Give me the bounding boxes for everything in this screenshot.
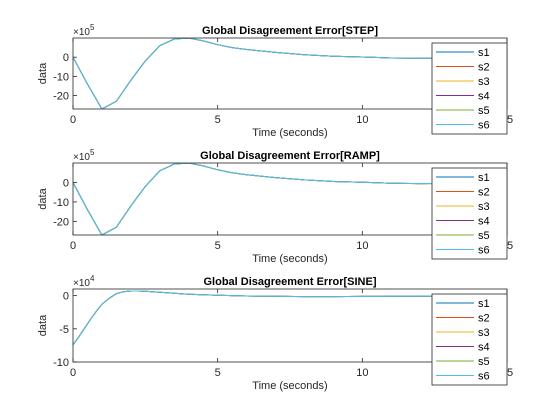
legend-label-s3: s3 [478,201,490,213]
chart-title: Global Disagreement Error[RAMP] [200,150,380,162]
legend-label-s4: s4 [478,91,490,103]
legend-label-s2: s2 [478,62,490,74]
x-tick-label: 0 [70,240,76,252]
y-tick-label: -20 [53,216,69,228]
y-exponent-label: ×105 [73,148,95,163]
y-tick-label: -5 [59,324,69,336]
legend: s1 s2 s3 s4 s5 s6 [431,167,508,260]
series-group [73,38,507,109]
chart-title: Global Disagreement Error[STEP] [202,25,378,37]
legend-box [431,167,508,260]
legend-label-s5: s5 [478,230,490,242]
legend-label-s6: s6 [478,245,490,257]
legend-label-s3: s3 [478,76,490,88]
legend: s1 s2 s3 s4 s5 s6 [431,42,508,135]
y-tick-label: -10 [53,197,69,209]
y-axis-label: data [37,187,49,209]
x-tick-label: 0 [70,367,76,379]
y-axis-label: data [37,62,49,84]
legend-box [431,293,508,386]
y-exponent-label: ×105 [73,23,95,38]
legend-box [431,42,508,135]
legend-label-s1: s1 [478,298,490,310]
series-line-s6 [73,38,507,109]
legend-label-s2: s2 [478,187,490,199]
y-tick-label: 0 [63,177,69,189]
legend-label-s1: s1 [478,172,490,184]
x-tick-label: 5 [215,114,221,126]
series-group [73,163,507,235]
legend-label-s1: s1 [478,47,490,59]
x-tick-label: 5 [215,367,221,379]
y-tick-label: 0 [63,291,69,303]
legend-label-s4: s4 [478,342,490,354]
x-tick-label: 10 [356,240,368,252]
y-tick-label: -20 [53,91,69,103]
legend-label-s3: s3 [478,327,490,339]
x-axis-label: Time (seconds) [252,380,327,392]
x-axis-label: Time (seconds) [252,253,327,265]
legend-label-s5: s5 [478,105,490,117]
x-tick-label: 0 [70,114,76,126]
legend: s1 s2 s3 s4 s5 s6 [431,293,508,386]
legend-label-s2: s2 [478,313,490,325]
y-exponent-label: ×104 [73,274,95,289]
y-tick-label: -10 [53,357,69,369]
chart-title: Global Disagreement Error[SINE] [204,276,377,288]
legend-label-s5: s5 [478,356,490,368]
legend-label-s6: s6 [478,120,490,132]
y-tick-label: 0 [63,52,69,64]
x-tick-label: 10 [356,367,368,379]
series-group [73,290,507,345]
y-axis-label: data [37,314,49,336]
series-line-s6 [73,290,507,345]
legend-label-s4: s4 [478,216,490,228]
x-tick-label: 5 [215,240,221,252]
x-axis-label: Time (seconds) [252,127,327,139]
legend-label-s6: s6 [478,371,490,383]
series-line-s6 [73,163,507,235]
x-tick-label: 10 [356,114,368,126]
y-tick-label: -10 [53,71,69,83]
